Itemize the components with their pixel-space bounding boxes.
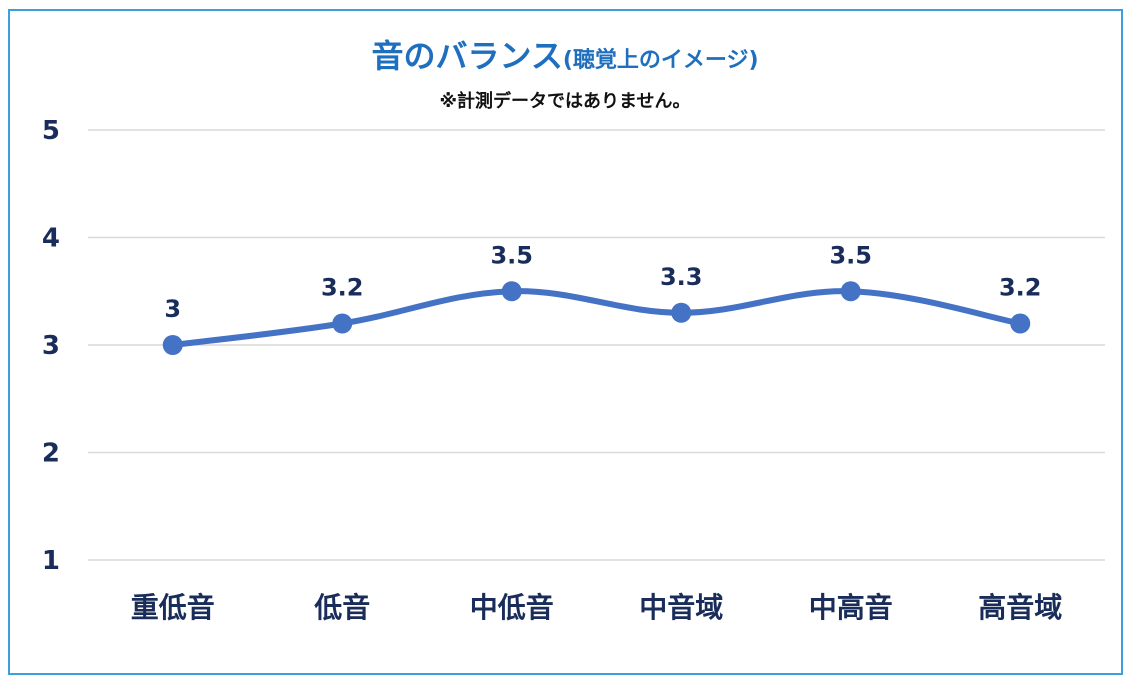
x-tick-label: 高音域	[978, 591, 1062, 624]
data-point	[671, 302, 692, 323]
x-tick-label: 中音域	[639, 591, 723, 624]
data-point	[501, 281, 522, 302]
y-tick-label: 2	[42, 439, 60, 469]
chart-title-suffix: (聴覚上のイメージ)	[562, 48, 759, 73]
x-tick-label: 低音	[313, 591, 370, 624]
y-tick-label: 5	[42, 116, 60, 146]
y-tick-label: 4	[42, 224, 60, 254]
chart-title: 音のバランス(聴覚上のイメージ)	[0, 38, 1130, 79]
x-tick-label: 中低音	[470, 591, 554, 624]
series-line	[169, 288, 1024, 348]
chart-title-main: 音のバランス	[371, 37, 563, 75]
data-point	[332, 313, 353, 334]
data-label: 3.2	[321, 274, 364, 302]
data-point	[162, 335, 183, 355]
data-label: 3.3	[660, 263, 703, 291]
chart-subtitle: ※計測データではありません。	[439, 91, 691, 112]
x-tick-label: 重低音	[131, 591, 215, 624]
data-label: 3	[164, 295, 181, 323]
data-point	[840, 281, 861, 302]
x-tick-label: 中高音	[809, 591, 893, 624]
y-tick-label: 1	[42, 546, 60, 576]
y-tick-label: 3	[42, 331, 60, 361]
data-label: 3.2	[999, 274, 1042, 302]
data-point	[1010, 313, 1031, 334]
data-label: 3.5	[490, 241, 533, 269]
data-label: 3.5	[829, 241, 872, 269]
